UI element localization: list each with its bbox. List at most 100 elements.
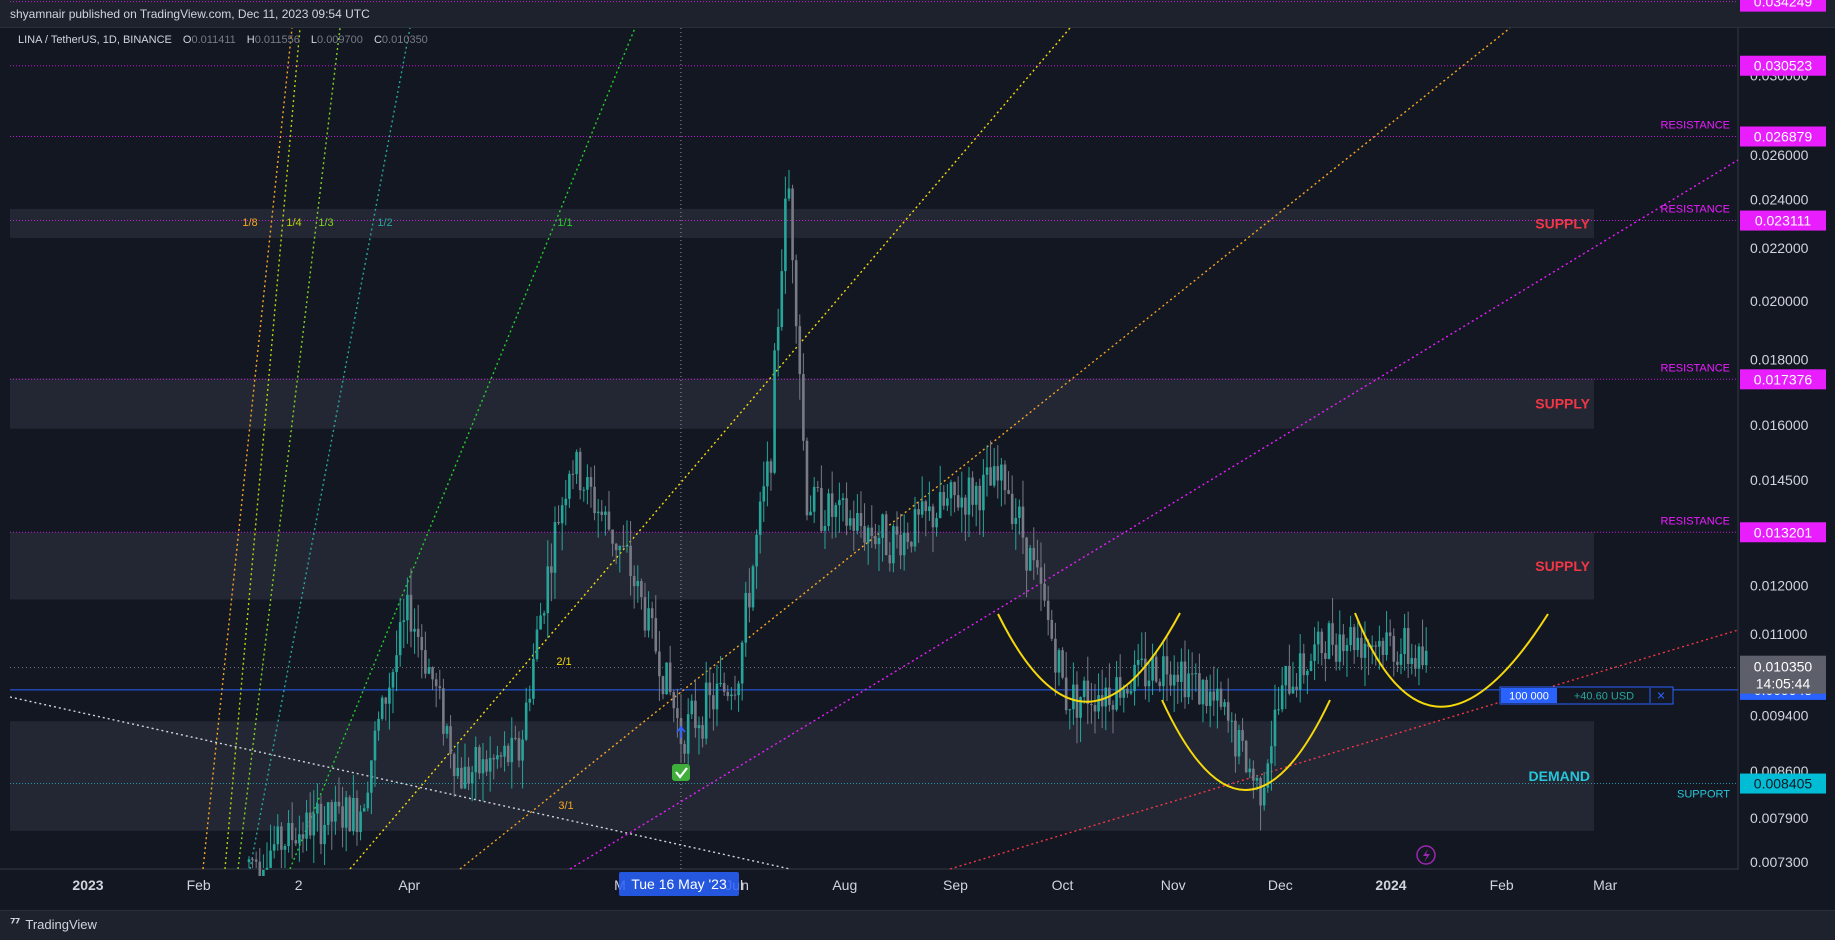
candle-body (1388, 632, 1392, 636)
candle-body (1043, 583, 1046, 601)
candle-body (276, 826, 280, 845)
candle-body (622, 545, 625, 547)
candle-body (935, 518, 938, 528)
y-tick-label: 0.016000 (1750, 417, 1809, 433)
symbol-name: LINA / TetherUS, 1D, BINANCE (18, 34, 172, 46)
candle-body (877, 537, 881, 545)
position-qty: 100 000 (1509, 691, 1549, 703)
candles-layer (247, 169, 1428, 876)
candle-body (784, 198, 787, 272)
candle-body (1169, 674, 1172, 686)
candle-body (1424, 650, 1428, 666)
candle-body (514, 737, 517, 739)
candle-body (1259, 777, 1262, 806)
fan-label-1: 1/4 (286, 217, 301, 229)
price-axis[interactable]: 0.0073000.0079000.0086000.0094000.011000… (1740, 0, 1826, 870)
publish-header: shyamnair published on TradingView.com, … (0, 0, 1835, 28)
candle-body (334, 801, 337, 822)
candle-body (1403, 628, 1406, 654)
candle-body (751, 566, 755, 608)
candle-body (798, 326, 802, 375)
candle-body (1406, 628, 1410, 664)
candle-body (773, 350, 776, 473)
candle-body (1097, 695, 1100, 712)
candle-body (632, 576, 636, 587)
candle-body (344, 797, 348, 828)
candle-body (1219, 688, 1223, 707)
candle-body (910, 541, 913, 547)
candle-body (841, 498, 845, 501)
candle-body (733, 694, 737, 696)
candle-body (402, 620, 406, 623)
candle-body (1280, 685, 1284, 710)
candle-body (647, 608, 650, 631)
candle-body (1050, 619, 1054, 639)
candle-body (780, 271, 784, 327)
candle-body (1237, 730, 1241, 757)
y-tick-label: 0.012000 (1750, 577, 1809, 593)
candle-body (524, 702, 528, 740)
y-tick-label: 0.026000 (1750, 147, 1809, 163)
candle-body (1370, 645, 1374, 647)
candle-body (406, 594, 409, 621)
candle-body (845, 498, 848, 526)
candle-body (1374, 645, 1378, 647)
candle-body (1248, 768, 1252, 773)
candle-body (766, 461, 769, 487)
candle-body (1118, 677, 1122, 698)
lightning-icon[interactable] (1416, 845, 1436, 865)
candle-body (420, 636, 424, 651)
position-widget[interactable]: 100 000 +40.60 USD ✕ (1499, 686, 1674, 705)
price-badge-label: 0.026879 (1754, 128, 1813, 144)
candle-body (715, 683, 719, 710)
candle-body (575, 451, 578, 475)
candle-body (582, 489, 586, 491)
candle-body (290, 822, 294, 841)
candle-body (668, 662, 672, 693)
candle-body (888, 555, 892, 564)
candle-body (434, 679, 438, 687)
candle-body (874, 536, 877, 545)
support-label: SUPPORT (1677, 789, 1730, 801)
position-close-button[interactable]: ✕ (1656, 690, 1665, 703)
candle-body (1201, 679, 1205, 705)
candle-body (881, 514, 884, 538)
y-tick-label: 0.009400 (1750, 707, 1809, 723)
candle-body (636, 581, 640, 587)
candle-body (1183, 661, 1187, 698)
candle-body (629, 545, 632, 577)
candle-body (665, 662, 668, 695)
fan-label-6: 3/1 (558, 800, 573, 812)
fan-label-2: 1/3 (318, 217, 333, 229)
candle-body (1025, 537, 1028, 571)
candle-body (949, 482, 953, 499)
candle-body (917, 509, 920, 515)
candle-body (258, 861, 262, 876)
candle-body (740, 642, 744, 684)
publisher-text: shyamnair published on TradingView.com, … (10, 7, 370, 21)
candle-body (694, 700, 697, 729)
candle-body (352, 797, 355, 832)
candle-body (643, 597, 647, 631)
x-tick-label: Aug (832, 877, 857, 893)
candle-body (1054, 638, 1057, 673)
tradingview-logo[interactable]: ⁷⁷ TradingView (10, 917, 97, 932)
candle-body (848, 518, 852, 526)
candle-body (1100, 695, 1104, 707)
candle-body (1385, 632, 1388, 655)
candle-body (481, 759, 485, 774)
candle-body (1255, 777, 1259, 781)
candle-body (1320, 631, 1324, 654)
fan-1-4 (224, 27, 301, 870)
x-tick-label: Nov (1161, 877, 1186, 893)
candle-body (611, 529, 614, 544)
candle-body (823, 526, 827, 531)
candle-body (1234, 720, 1237, 757)
candle-body (1086, 680, 1090, 704)
last-price-label: 0.010350 (1754, 659, 1813, 675)
candle-body (305, 812, 308, 839)
candle-body (1230, 720, 1234, 722)
candle-body (1165, 656, 1169, 675)
price-badge-label: 0.023111 (1755, 213, 1812, 229)
